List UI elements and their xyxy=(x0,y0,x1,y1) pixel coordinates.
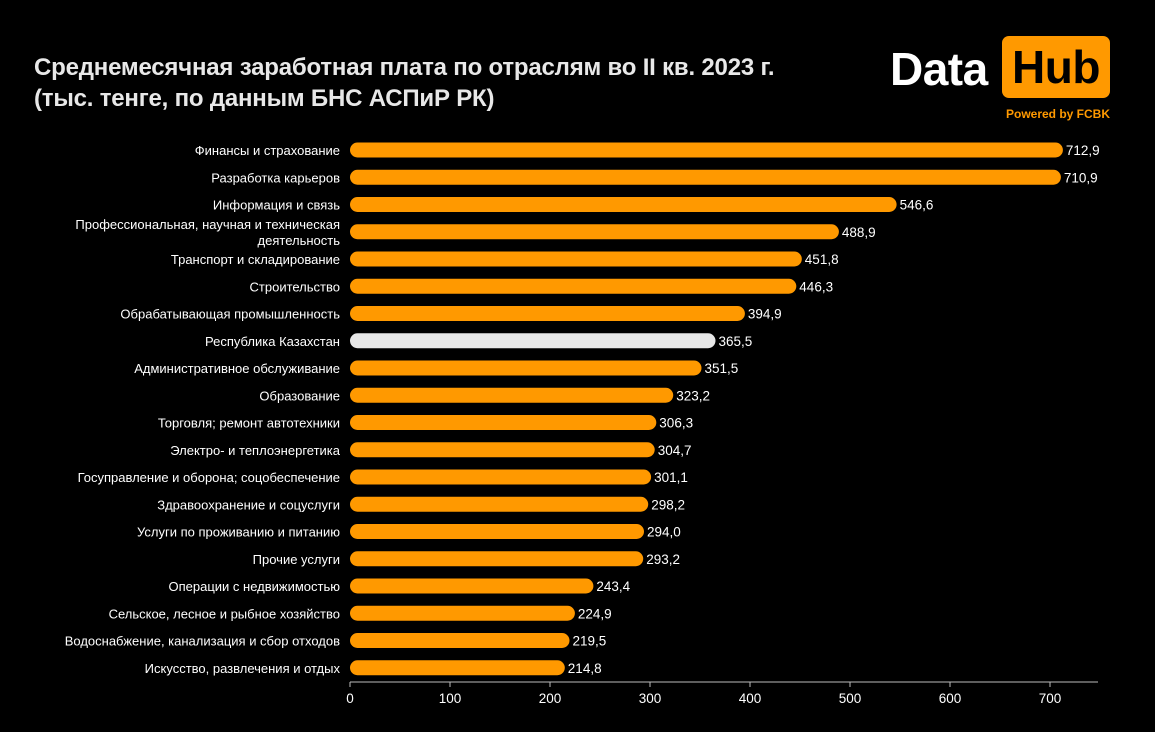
value-label: 219,5 xyxy=(573,634,607,649)
bar xyxy=(350,551,644,567)
value-label: 304,7 xyxy=(658,443,692,458)
category-label: Финансы и страхование xyxy=(195,143,340,158)
category-label: Электро- и теплоэнергетика xyxy=(170,443,341,458)
x-tick-label: 0 xyxy=(346,691,354,706)
value-label: 712,9 xyxy=(1066,143,1100,158)
value-label: 243,4 xyxy=(596,579,630,594)
category-label: Транспорт и складирование xyxy=(171,252,340,267)
category-label: Госуправление и оборона; соцобеспечение xyxy=(78,470,340,485)
category-labels-layer: Финансы и страхование Разработка карьеров… xyxy=(65,143,341,676)
category-label: Обрабатывающая промышленность xyxy=(120,307,340,322)
category-label: Информация и связь xyxy=(213,198,340,213)
bar xyxy=(350,142,1063,158)
bar xyxy=(350,578,594,594)
bar xyxy=(350,306,745,321)
x-tick-label: 600 xyxy=(939,691,962,706)
category-label: Торговля; ремонт автотехники xyxy=(158,416,340,431)
x-tick-label: 100 xyxy=(439,691,462,706)
category-label: Водоснабжение, канализация и сбор отходо… xyxy=(65,634,340,649)
category-label: Искусство, развлечения и отдых xyxy=(145,661,341,676)
value-label: 293,2 xyxy=(646,552,680,567)
value-label: 306,3 xyxy=(659,416,693,431)
bar xyxy=(350,360,702,376)
value-label: 451,8 xyxy=(805,252,839,267)
value-label: 214,8 xyxy=(568,661,602,676)
bar xyxy=(350,415,657,430)
value-label: 365,5 xyxy=(719,334,753,349)
category-label: Образование xyxy=(259,388,340,403)
value-label: 446,3 xyxy=(799,279,833,294)
bar xyxy=(350,387,674,403)
value-label: 294,0 xyxy=(647,525,681,540)
category-label: Разработка карьеров xyxy=(211,170,340,185)
chart-title-line-1: Среднемесячная заработная плата по отрас… xyxy=(34,54,775,81)
chart-title: Среднемесячная заработная плата по отрас… xyxy=(34,52,854,114)
value-label: 323,2 xyxy=(676,388,710,403)
bar xyxy=(350,442,655,458)
bar xyxy=(350,333,716,349)
logo-powered-by: Powered by FCBK xyxy=(1005,107,1110,121)
value-label: 298,2 xyxy=(651,497,685,512)
bar xyxy=(350,605,575,621)
category-label: Профессиональная, научная и техническая д… xyxy=(75,217,340,248)
x-tick-label: 300 xyxy=(639,691,662,706)
value-label: 301,1 xyxy=(654,470,688,485)
bar xyxy=(350,224,839,240)
value-label: 351,5 xyxy=(705,361,739,376)
bar xyxy=(350,169,1061,185)
bars-layer xyxy=(350,142,1063,676)
chart-title-line-2: (тыс. тенге, по данным БНС АСПиР РК) xyxy=(34,85,495,112)
category-label: Операции с недвижимостью xyxy=(168,579,340,594)
category-label: Услуги по проживанию и питанию xyxy=(137,525,340,540)
bar xyxy=(350,660,565,676)
bar xyxy=(350,524,644,539)
value-label: 710,9 xyxy=(1064,170,1098,185)
x-tick-label: 200 xyxy=(539,691,562,706)
category-label: Прочие услуги xyxy=(253,552,340,567)
value-label: 224,9 xyxy=(578,606,612,621)
category-label: Административное обслуживание xyxy=(134,361,340,376)
x-tick-label: 700 xyxy=(1039,691,1062,706)
category-label: Республика Казахстан xyxy=(205,334,340,349)
value-label: 488,9 xyxy=(842,225,876,240)
category-label: Здравоохранение и соцуслуги xyxy=(157,497,340,512)
logo-data-text: Data xyxy=(890,43,988,95)
bar xyxy=(350,197,897,212)
category-label: Строительство xyxy=(250,279,340,294)
value-label: 394,9 xyxy=(748,307,782,322)
x-tick-label: 400 xyxy=(739,691,762,706)
bar xyxy=(350,633,570,648)
logo-hub-badge: Hub xyxy=(1002,36,1110,98)
bar xyxy=(350,251,802,267)
bar xyxy=(350,469,652,485)
category-label: Сельское, лесное и рыбное хозяйство xyxy=(109,606,340,621)
datahub-logo: Data Hub Powered by FCBK xyxy=(888,34,1118,124)
bar xyxy=(350,278,797,294)
bar xyxy=(350,496,649,512)
x-axis: 0 100 200 300 400 500 600 700 xyxy=(346,681,1098,706)
value-label: 546,6 xyxy=(900,198,934,213)
x-tick-label: 500 xyxy=(839,691,862,706)
